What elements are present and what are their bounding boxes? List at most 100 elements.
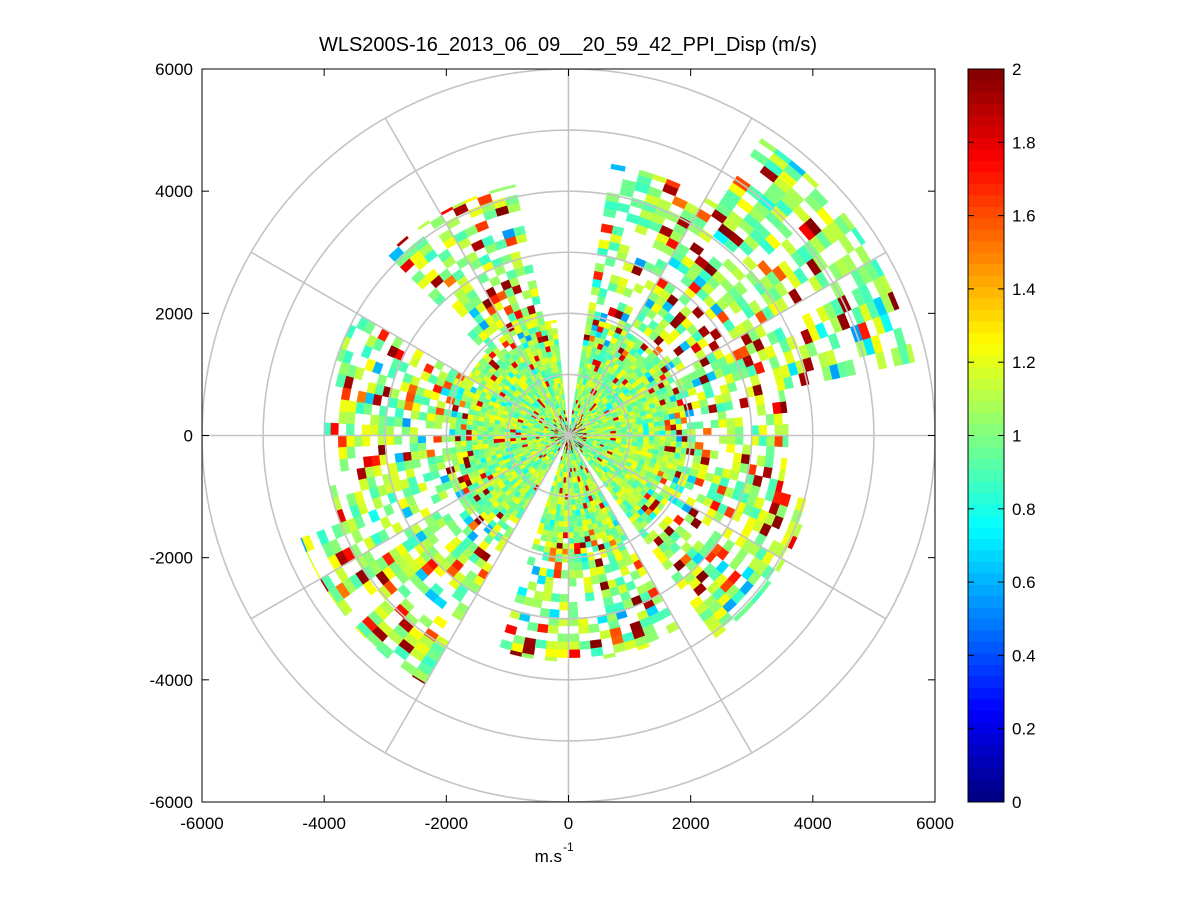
ppi-cell xyxy=(557,538,563,544)
ppi-cell xyxy=(682,429,688,435)
ppi-cell xyxy=(449,429,455,435)
ppi-cell xyxy=(694,449,703,457)
ppi-cell xyxy=(574,532,580,538)
ppi-cell xyxy=(742,445,751,455)
ppi-cell xyxy=(330,423,338,436)
colorbar-step xyxy=(968,241,1004,253)
ppi-cell xyxy=(783,436,789,448)
colorbar-step xyxy=(968,206,1004,218)
ppi-cell xyxy=(395,408,404,418)
ppi-cell xyxy=(687,429,695,436)
ppi-cell xyxy=(558,527,563,533)
colorbar-step xyxy=(968,653,1004,665)
ppi-cell xyxy=(665,425,671,431)
colorbar-step xyxy=(968,229,1004,241)
ppi-cell xyxy=(435,407,444,415)
ppi-cell xyxy=(576,570,584,578)
x-tick-label: -4000 xyxy=(302,814,345,833)
colorbar-step xyxy=(968,493,1004,505)
colorbar-step xyxy=(968,287,1004,299)
ppi-cell xyxy=(569,549,575,555)
ppi-cell xyxy=(466,419,472,425)
ppi-cell xyxy=(676,424,682,430)
colorbar-step xyxy=(968,756,1004,768)
colorbar-tick-label: 0.8 xyxy=(1012,500,1036,519)
ppi-cell xyxy=(499,428,505,432)
ppi-cell xyxy=(569,554,576,562)
ppi-cell xyxy=(362,425,370,436)
colorbar-step xyxy=(968,138,1004,150)
colorbar-step xyxy=(968,573,1004,585)
ppi-cell xyxy=(546,569,554,578)
colorbar-step xyxy=(968,733,1004,745)
ppi-cell xyxy=(554,570,562,578)
ppi-cell xyxy=(545,657,557,662)
ppi-cell xyxy=(675,447,681,454)
ppi-cell xyxy=(552,537,558,543)
ppi-cell xyxy=(386,436,394,446)
ppi-cell xyxy=(466,425,472,431)
x-tick-label: -2000 xyxy=(425,814,468,833)
ppi-cell xyxy=(510,429,516,432)
ppi-cell xyxy=(456,447,462,454)
ppi-cell xyxy=(665,441,671,447)
ppi-cell xyxy=(766,414,775,425)
ppi-cell xyxy=(569,533,574,539)
ppi-cell xyxy=(419,412,428,421)
ppi-cell xyxy=(579,537,585,543)
ppi-cell xyxy=(579,641,591,650)
ppi-cell xyxy=(363,456,372,468)
ppi-cell xyxy=(461,446,467,452)
colorbar-step xyxy=(968,504,1004,516)
ppi-cell xyxy=(542,592,552,601)
ppi-cell xyxy=(559,602,568,610)
ppi-cell xyxy=(616,438,622,441)
ppi-cell xyxy=(562,488,565,494)
ppi-cell xyxy=(677,436,683,442)
ppi-cell xyxy=(591,647,603,656)
ppi-cell xyxy=(675,418,681,425)
ppi-cell xyxy=(403,452,412,462)
colorbar-step xyxy=(968,149,1004,161)
ppi-cell xyxy=(354,436,362,447)
ppi-cell xyxy=(654,426,660,431)
ppi-cell xyxy=(561,499,565,505)
ppi-cell xyxy=(371,455,380,466)
colorbar-step xyxy=(968,390,1004,402)
ppi-cell xyxy=(708,404,717,413)
ppi-cell xyxy=(551,542,558,548)
y-tick-label: 0 xyxy=(184,427,193,446)
ppi-cell xyxy=(719,436,727,444)
ppi-cell xyxy=(588,302,596,311)
ppi-cell xyxy=(693,455,702,463)
ppi-cell xyxy=(455,424,461,430)
ppi-cell xyxy=(539,568,548,577)
ppi-cell xyxy=(455,430,461,436)
ppi-cell xyxy=(774,413,783,425)
colorbar-step xyxy=(968,768,1004,780)
colorbar-step xyxy=(968,367,1004,379)
ppi-cell xyxy=(710,450,719,459)
ppi-cell xyxy=(687,436,695,443)
colorbar-step xyxy=(968,401,1004,413)
colorbar: 00.20.40.60.811.21.41.61.82 xyxy=(968,60,1036,812)
ppi-cell xyxy=(370,425,378,435)
colorbar-step xyxy=(968,298,1004,310)
colorbar-step xyxy=(968,779,1004,791)
ppi-cell xyxy=(772,402,781,414)
ppi-cell xyxy=(347,447,356,459)
ppi-cell xyxy=(550,320,556,323)
ppi-cell xyxy=(569,578,577,586)
colorbar-step xyxy=(968,355,1004,367)
ppi-cell xyxy=(569,544,575,550)
ppi-cell xyxy=(569,650,581,658)
x-axis-label-text: m.s xyxy=(535,847,562,866)
colorbar-step xyxy=(968,275,1004,287)
ppi-cell xyxy=(680,453,687,460)
ppi-cell xyxy=(719,419,728,428)
ppi-cell xyxy=(727,427,735,436)
ppi-cell xyxy=(573,521,578,527)
ppi-cell xyxy=(765,456,774,468)
ppi-cell xyxy=(757,455,766,466)
ppi-cell xyxy=(537,575,546,584)
